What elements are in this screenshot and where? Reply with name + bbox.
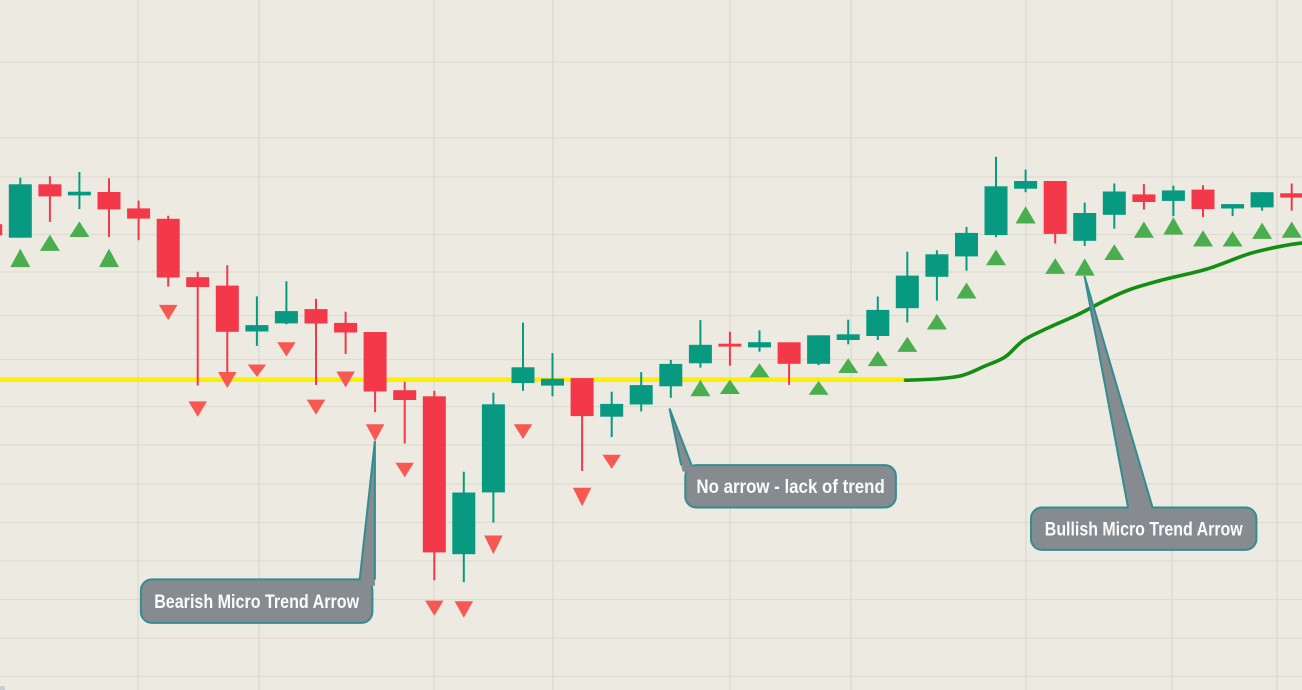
svg-text:Bearish Micro Trend Arrow: Bearish Micro Trend Arrow: [154, 592, 359, 613]
svg-text:No arrow - lack of trend: No arrow - lack of trend: [696, 477, 884, 498]
svg-text:Bullish Micro Trend Arrow: Bullish Micro Trend Arrow: [1045, 519, 1243, 540]
